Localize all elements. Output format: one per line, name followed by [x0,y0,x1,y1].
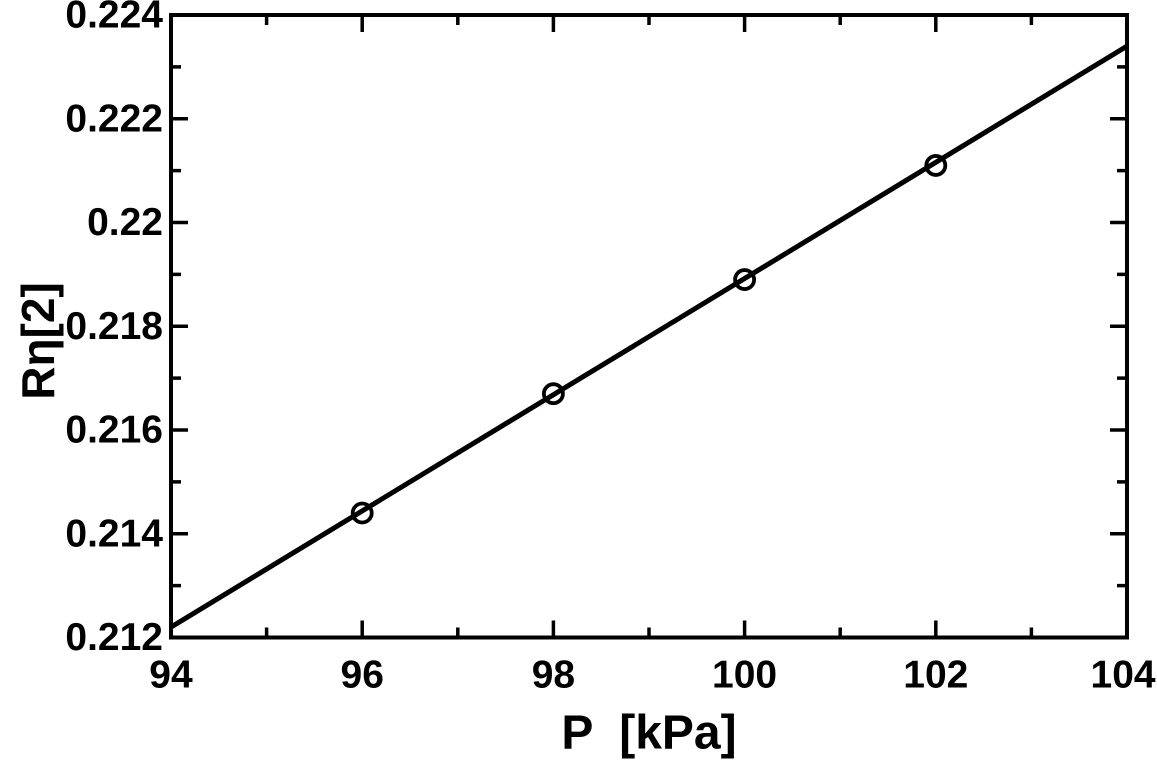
data-point-marker [924,154,948,177]
x-tick-label: 96 [341,654,384,697]
data-point-marker [542,382,565,406]
fit-line [169,43,1129,630]
data-point-marker [733,268,756,291]
y-tick-label: 0.222 [65,97,163,140]
y-tick-label: 0.216 [65,409,163,452]
y-tick-label: 0.214 [65,512,163,555]
y-tick-label: 0.224 [65,0,163,37]
x-tick-label: 104 [1091,654,1156,697]
y-tick-label: 0.212 [65,616,163,659]
x-tick-label: 94 [149,654,193,697]
x-tick-label: 102 [903,654,968,697]
data-point-marker [350,501,374,525]
plot-frame [169,13,1129,640]
y-tick-label: 0.218 [65,305,163,348]
x-tick-label: 98 [532,654,575,697]
x-tick-label: 100 [712,654,777,697]
y-axis-title: Rη[2] [12,282,64,400]
y-tick-label: 0.22 [87,201,163,244]
x-axis-title: P [kPa] [561,706,737,760]
